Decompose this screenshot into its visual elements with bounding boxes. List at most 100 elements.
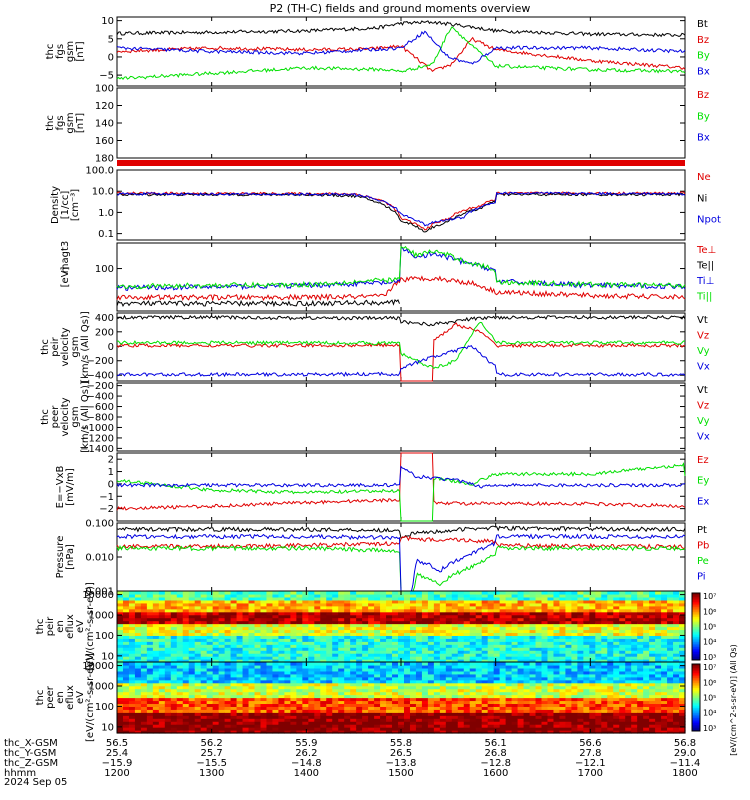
- heatmap-cell: [427, 682, 435, 687]
- heatmap-cell: [421, 635, 429, 639]
- heatmap-cell: [200, 653, 208, 657]
- heatmap-cell: [386, 638, 393, 642]
- heatmap-cell: [117, 596, 124, 601]
- heatmap-cell: [374, 697, 381, 702]
- heatmap-cell: [230, 715, 238, 719]
- heatmap-cell: [188, 596, 196, 601]
- heatmap-cell: [589, 662, 596, 666]
- heatmap-cell: [182, 632, 190, 636]
- heatmap-cell: [619, 635, 626, 639]
- heatmap-cell: [667, 608, 674, 613]
- heatmap-cell: [218, 685, 226, 690]
- heatmap-cell: [134, 662, 142, 666]
- heatmap-cell: [290, 712, 297, 716]
- heatmap-cell: [625, 673, 632, 678]
- heatmap-cell: [362, 718, 369, 722]
- heatmap-cell: [350, 721, 357, 725]
- heatmap-cell: [583, 614, 590, 619]
- heatmap-cell: [481, 638, 489, 642]
- heatmap-cell: [493, 697, 501, 702]
- y-axis-label: fgs: [55, 115, 66, 130]
- heatmap-cell: [481, 599, 489, 604]
- heatmap-cell: [308, 703, 315, 707]
- heatmap-cell: [308, 700, 315, 705]
- heatmap-cell: [523, 715, 531, 719]
- heatmap-cell: [463, 591, 471, 595]
- heatmap-cell: [451, 647, 459, 651]
- heatmap-cell: [368, 703, 375, 707]
- heatmap-cell: [296, 611, 303, 616]
- heatmap-cell: [541, 641, 549, 645]
- heatmap-cell: [619, 724, 626, 728]
- heatmap-cell: [499, 620, 507, 625]
- heatmap-cell: [583, 721, 590, 725]
- heatmap-cell: [553, 623, 561, 628]
- heatmap-cell: [559, 644, 567, 648]
- heatmap-cell: [368, 602, 375, 607]
- heatmap-cell: [338, 662, 345, 666]
- heatmap-cell: [559, 730, 567, 734]
- heatmap-cell: [673, 614, 680, 619]
- heatmap-cell: [643, 715, 650, 719]
- heatmap-cell: [679, 667, 686, 672]
- heatmap-cell: [248, 641, 256, 645]
- heatmap-cell: [679, 688, 686, 693]
- heatmap-cell: [667, 662, 674, 666]
- heatmap-cell: [362, 688, 369, 693]
- heatmap-cell: [523, 599, 531, 604]
- heatmap-cell: [266, 697, 274, 702]
- heatmap-cell: [535, 626, 543, 631]
- heatmap-cell: [266, 685, 274, 690]
- heatmap-cell: [182, 697, 190, 702]
- heatmap-cell: [475, 703, 483, 707]
- heatmap-cell: [445, 670, 453, 675]
- heatmap-cell: [290, 647, 297, 651]
- heatmap-cell: [302, 724, 309, 728]
- heatmap-cell: [320, 593, 327, 598]
- heatmap-cell: [260, 703, 268, 707]
- heatmap-cell: [673, 641, 680, 645]
- heatmap-cell: [182, 620, 190, 625]
- heatmap-cell: [631, 667, 638, 672]
- heatmap-cell: [380, 703, 387, 707]
- heatmap-cell: [248, 596, 256, 601]
- heatmap-cell: [302, 599, 309, 604]
- heatmap-cell: [182, 709, 190, 713]
- heatmap-cell: [368, 685, 375, 690]
- heatmap-cell: [421, 718, 429, 722]
- heatmap-cell: [350, 650, 357, 654]
- heatmap-cell: [164, 706, 172, 710]
- heatmap-cell: [140, 653, 148, 657]
- heatmap-cell: [487, 617, 495, 622]
- heatmap-cell: [601, 644, 608, 648]
- heatmap-cell: [559, 638, 567, 642]
- heatmap-cell: [200, 650, 208, 654]
- heatmap-cell: [212, 670, 220, 675]
- heatmap-cell: [326, 596, 333, 601]
- heatmap-cell: [577, 679, 584, 684]
- heatmap-cell: [332, 635, 339, 639]
- heatmap-cell: [380, 593, 387, 598]
- heatmap-cell: [212, 662, 220, 666]
- heatmap-cell: [451, 676, 459, 681]
- heatmap-cell: [296, 673, 303, 678]
- heatmap-cell: [421, 629, 429, 634]
- heatmap-cell: [589, 724, 596, 728]
- heatmap-cell: [481, 688, 489, 693]
- heatmap-cell: [487, 641, 495, 645]
- heatmap-cell: [176, 676, 184, 681]
- heatmap-cell: [595, 602, 602, 607]
- heatmap-cell: [350, 673, 357, 678]
- heatmap-cell: [613, 730, 620, 734]
- heatmap-cell: [194, 700, 202, 705]
- y-tick-label: 1.0: [98, 208, 114, 219]
- heatmap-cell: [117, 697, 124, 702]
- heatmap-cell: [200, 593, 208, 598]
- heatmap-cell: [655, 688, 662, 693]
- heatmap-cell: [619, 591, 626, 595]
- legend-entry: Te||: [696, 261, 714, 272]
- heatmap-cell: [559, 715, 567, 719]
- heatmap-cell: [218, 656, 226, 660]
